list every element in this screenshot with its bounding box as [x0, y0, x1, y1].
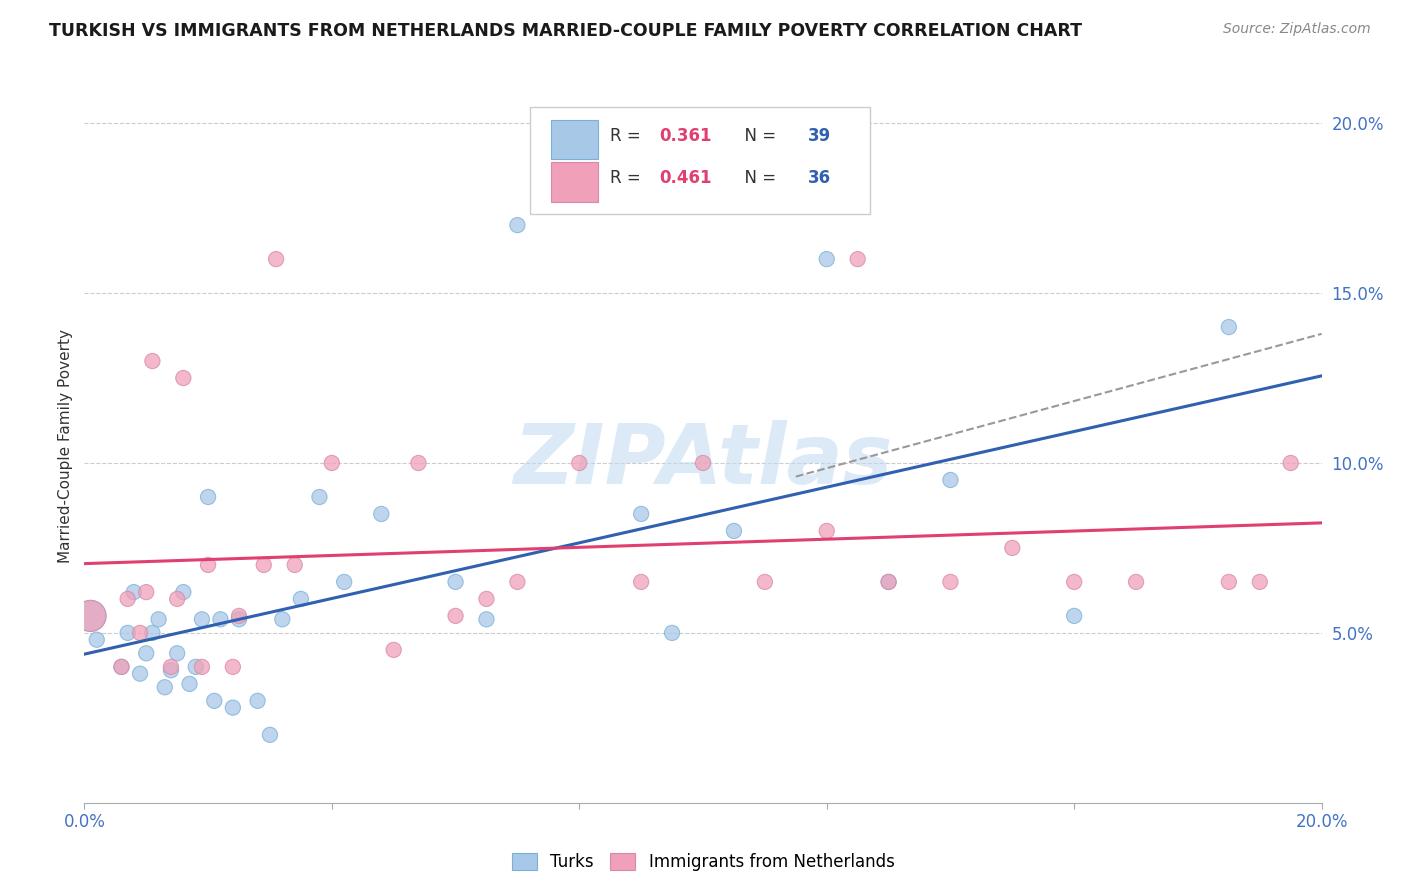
Point — [444, 574, 467, 589]
Point — [815, 252, 838, 266]
Point — [271, 612, 294, 626]
FancyBboxPatch shape — [530, 107, 870, 214]
Point — [135, 646, 157, 660]
Point — [129, 626, 152, 640]
Point — [284, 558, 307, 572]
Point — [877, 574, 900, 589]
Point — [630, 574, 652, 589]
Point — [1001, 541, 1024, 555]
Point — [877, 574, 900, 589]
Point — [1249, 574, 1271, 589]
Point — [1063, 574, 1085, 589]
Point — [506, 574, 529, 589]
Text: 36: 36 — [808, 169, 831, 187]
Point — [202, 694, 225, 708]
Point — [264, 252, 287, 266]
Point — [308, 490, 330, 504]
Point — [209, 612, 232, 626]
Point — [79, 608, 101, 623]
Point — [1218, 320, 1240, 334]
Text: TURKISH VS IMMIGRANTS FROM NETHERLANDS MARRIED-COUPLE FAMILY POVERTY CORRELATION: TURKISH VS IMMIGRANTS FROM NETHERLANDS M… — [49, 22, 1083, 40]
Point — [253, 558, 276, 572]
Point — [191, 660, 214, 674]
Point — [197, 490, 219, 504]
Point — [148, 612, 170, 626]
Point — [191, 612, 214, 626]
Point — [184, 660, 207, 674]
Text: ZIPAtlas: ZIPAtlas — [513, 420, 893, 500]
Point — [222, 660, 245, 674]
Point — [939, 574, 962, 589]
Point — [661, 626, 683, 640]
Point — [259, 728, 281, 742]
Point — [141, 354, 163, 368]
Point — [444, 608, 467, 623]
Text: 39: 39 — [808, 127, 831, 145]
Text: 0.361: 0.361 — [659, 127, 713, 145]
Text: N =: N = — [734, 127, 782, 145]
Point — [222, 700, 245, 714]
Point — [1218, 574, 1240, 589]
Y-axis label: Married-Couple Family Poverty: Married-Couple Family Poverty — [58, 329, 73, 563]
Point — [246, 694, 269, 708]
Point — [475, 591, 498, 606]
Point — [110, 660, 132, 674]
Point — [630, 507, 652, 521]
Point — [1279, 456, 1302, 470]
Point — [117, 591, 139, 606]
Point — [568, 456, 591, 470]
Bar — [551, 120, 598, 159]
Point — [197, 558, 219, 572]
Point — [290, 591, 312, 606]
Point — [129, 666, 152, 681]
Point — [1125, 574, 1147, 589]
Point — [475, 612, 498, 626]
Point — [408, 456, 430, 470]
Text: 0.461: 0.461 — [659, 169, 713, 187]
Legend: Turks, Immigrants from Netherlands: Turks, Immigrants from Netherlands — [503, 845, 903, 880]
Point — [141, 626, 163, 640]
Point — [333, 574, 356, 589]
Point — [153, 680, 176, 694]
Point — [754, 574, 776, 589]
Point — [1063, 608, 1085, 623]
Point — [122, 585, 145, 599]
Point — [370, 507, 392, 521]
Point — [172, 585, 194, 599]
Point — [166, 646, 188, 660]
Text: N =: N = — [734, 169, 782, 187]
Point — [382, 643, 405, 657]
Point — [172, 371, 194, 385]
Point — [179, 677, 201, 691]
Point — [723, 524, 745, 538]
Text: R =: R = — [610, 169, 647, 187]
Point — [692, 456, 714, 470]
Point — [110, 660, 132, 674]
Bar — [551, 162, 598, 202]
Point — [939, 473, 962, 487]
Point — [117, 626, 139, 640]
Text: Source: ZipAtlas.com: Source: ZipAtlas.com — [1223, 22, 1371, 37]
Point — [228, 608, 250, 623]
Point — [166, 591, 188, 606]
Point — [86, 632, 108, 647]
Point — [135, 585, 157, 599]
Point — [506, 218, 529, 232]
Point — [79, 608, 101, 623]
Point — [160, 663, 183, 677]
Point — [160, 660, 183, 674]
Point — [228, 612, 250, 626]
Point — [321, 456, 343, 470]
Text: R =: R = — [610, 127, 647, 145]
Point — [846, 252, 869, 266]
Point — [815, 524, 838, 538]
